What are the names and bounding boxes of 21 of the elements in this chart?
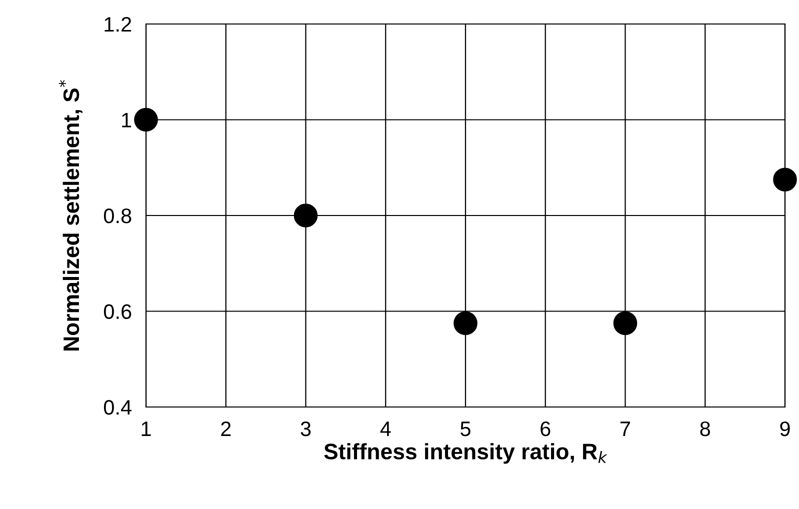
x-tick-label: 4 xyxy=(380,422,391,436)
x-tick-label: 3 xyxy=(300,421,311,436)
y-tick-label: 1.2 xyxy=(104,17,132,32)
x-tick-label: 2 xyxy=(221,421,231,436)
point xyxy=(454,311,478,336)
x-tick-label: 8 xyxy=(700,421,710,436)
x-tick-label: 7 xyxy=(620,422,630,436)
point xyxy=(134,108,158,132)
x-tick-label: 5 xyxy=(460,422,470,436)
point xyxy=(613,311,638,336)
x-tick-label: 6 xyxy=(540,421,550,436)
y-tick-label: 1 xyxy=(122,112,132,128)
y-tick-label: 0.4 xyxy=(104,400,132,415)
x-axis-title: Stiffness intensity ratio, R$_{k}$ xyxy=(324,443,608,464)
y-axis-title: Normalized settlement, S$^{*}$ xyxy=(58,80,82,350)
point xyxy=(294,204,318,228)
x-tick-label: 1 xyxy=(142,422,151,436)
y-tick-label: 0.6 xyxy=(104,304,132,320)
x-tick-label: 9 xyxy=(780,421,790,436)
point xyxy=(773,168,797,192)
y-tick-label: 0.8 xyxy=(104,208,132,224)
